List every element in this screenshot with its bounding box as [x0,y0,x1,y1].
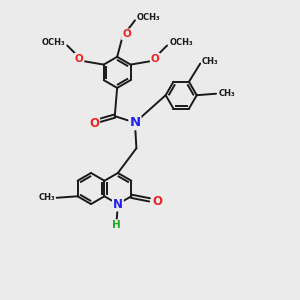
Text: O: O [75,54,83,64]
Text: O: O [122,29,131,39]
Text: O: O [152,195,162,208]
Text: CH₃: CH₃ [38,193,55,202]
Text: O: O [151,54,160,64]
Text: OCH₃: OCH₃ [169,38,193,47]
Text: H: H [112,220,121,230]
Text: O: O [89,117,99,130]
Text: N: N [129,116,140,129]
Text: CH₃: CH₃ [202,57,219,66]
Text: OCH₃: OCH₃ [41,38,65,47]
Text: OCH₃: OCH₃ [136,13,160,22]
Text: CH₃: CH₃ [218,89,235,98]
Text: N: N [113,197,123,211]
